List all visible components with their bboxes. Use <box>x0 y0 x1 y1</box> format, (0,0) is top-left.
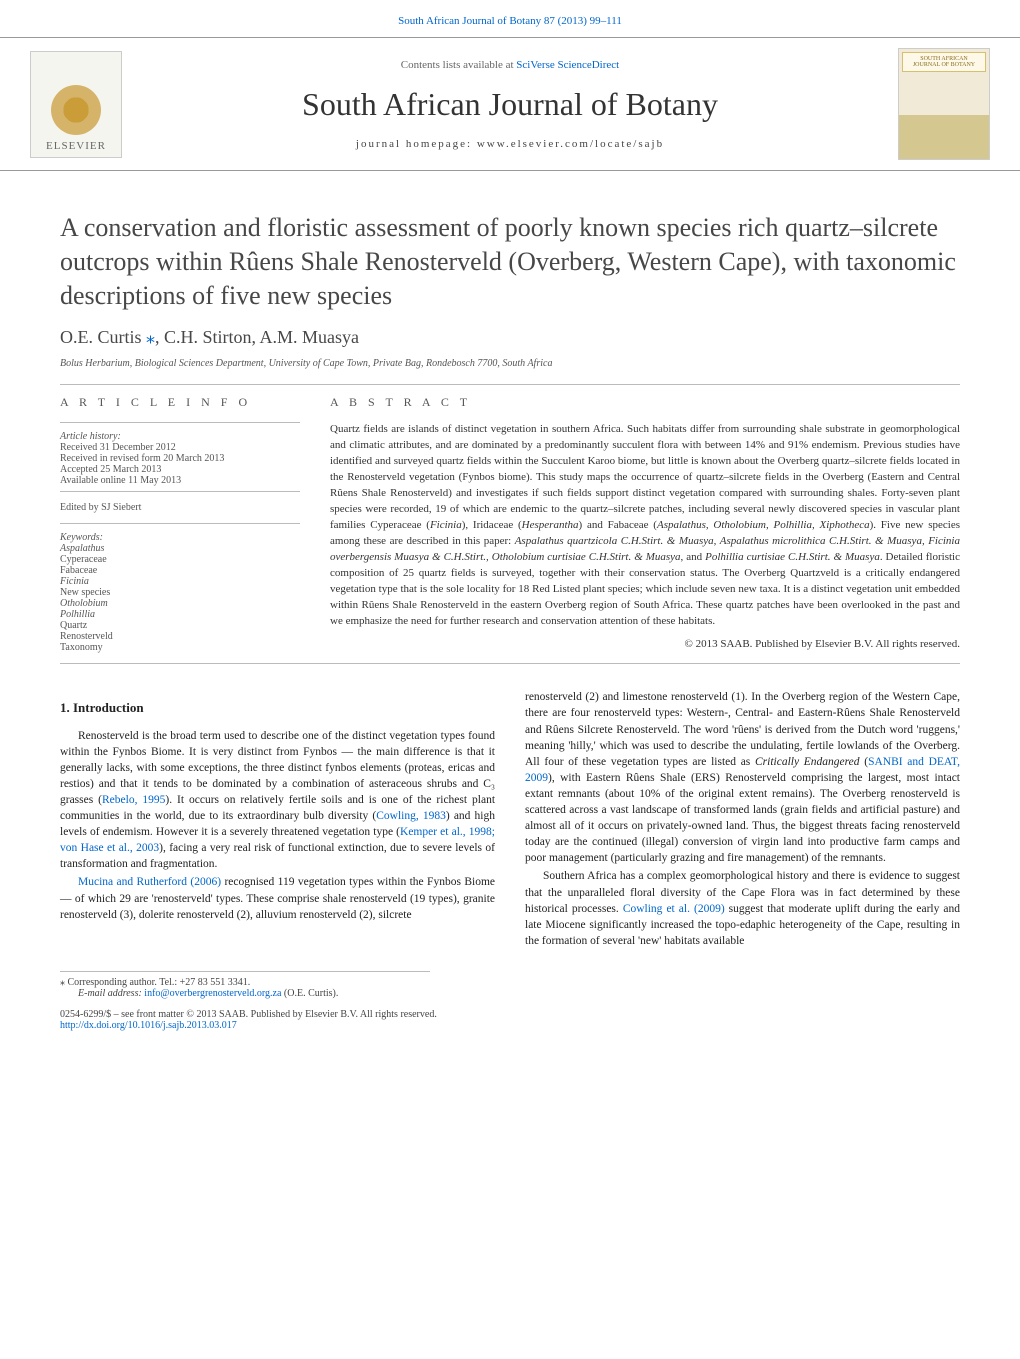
abstract-text: Quartz fields are islands of distinct ve… <box>330 422 960 629</box>
citation-link[interactable]: Rebelo, 1995 <box>102 794 165 806</box>
divider <box>60 523 300 524</box>
divider <box>60 491 300 492</box>
body-paragraph: renosterveld (2) and limestone renosterv… <box>525 689 960 866</box>
abstract-heading: A B S T R A C T <box>330 395 960 410</box>
keyword: Cyperaceae <box>60 554 300 565</box>
journal-header: ELSEVIER Contents lists available at Sci… <box>0 37 1020 171</box>
journal-name: South African Journal of Botany <box>122 86 898 123</box>
keyword: Aspalathus <box>60 543 300 554</box>
divider <box>60 384 960 385</box>
copyright-line: © 2013 SAAB. Published by Elsevier B.V. … <box>330 638 960 650</box>
body-column-right: renosterveld (2) and limestone renosterv… <box>525 689 960 951</box>
sciencedirect-link[interactable]: SciVerse ScienceDirect <box>516 59 619 71</box>
keyword: Taxonomy <box>60 642 300 653</box>
doi-link[interactable]: http://dx.doi.org/10.1016/j.sajb.2013.03… <box>60 1020 237 1031</box>
citation-link[interactable]: Cowling et al. (2009) <box>623 903 725 915</box>
body-paragraph: Renosterveld is the broad term used to d… <box>60 728 495 873</box>
intro-heading: 1. Introduction <box>60 699 495 717</box>
keyword: Fabaceae <box>60 565 300 576</box>
keyword: Quartz <box>60 620 300 631</box>
keyword: Ficinia <box>60 576 300 587</box>
doi-block: 0254-6299/$ – see front matter © 2013 SA… <box>60 1009 960 1031</box>
authors-line: O.E. Curtis ⁎, C.H. Stirton, A.M. Muasya <box>60 327 960 348</box>
article-title: A conservation and floristic assessment … <box>60 211 960 312</box>
divider <box>60 663 960 664</box>
publisher-name: ELSEVIER <box>46 140 106 152</box>
keyword: Otholobium <box>60 598 300 609</box>
body-paragraph: Southern Africa has a complex geomorphol… <box>525 868 960 948</box>
elsevier-logo: ELSEVIER <box>30 51 122 158</box>
keyword: Polhillia <box>60 609 300 620</box>
email-link[interactable]: info@overbergrenosterveld.org.za <box>144 988 281 999</box>
footnote-block: ⁎ Corresponding author. Tel.: +27 83 551… <box>60 971 430 999</box>
contents-available-line: Contents lists available at SciVerse Sci… <box>122 59 898 71</box>
journal-cover-thumbnail: SOUTH AFRICAN JOURNAL OF BOTANY <box>898 48 990 160</box>
citation-link[interactable]: Mucina and Rutherford (2006) <box>78 876 221 888</box>
keyword: Renosterveld <box>60 631 300 642</box>
journal-homepage: journal homepage: www.elsevier.com/locat… <box>122 138 898 150</box>
body-paragraph: Mucina and Rutherford (2006) recognised … <box>60 874 495 922</box>
keywords-block: Keywords: AspalathusCyperaceaeFabaceaeFi… <box>60 532 300 653</box>
article-info-heading: A R T I C L E I N F O <box>60 395 300 410</box>
citation-link[interactable]: Cowling, 1983 <box>376 810 446 822</box>
elsevier-tree-icon <box>46 80 106 140</box>
editor-line: Edited by SJ Siebert <box>60 502 300 513</box>
article-history: Article history: Received 31 December 20… <box>60 431 300 486</box>
top-citation-link[interactable]: South African Journal of Botany 87 (2013… <box>0 0 1020 37</box>
divider <box>60 422 300 423</box>
affiliation: Bolus Herbarium, Biological Sciences Dep… <box>60 358 960 369</box>
body-column-left: 1. Introduction Renosterveld is the broa… <box>60 689 495 951</box>
keyword: New species <box>60 587 300 598</box>
corresponding-author-link[interactable]: ⁎ <box>146 327 155 347</box>
